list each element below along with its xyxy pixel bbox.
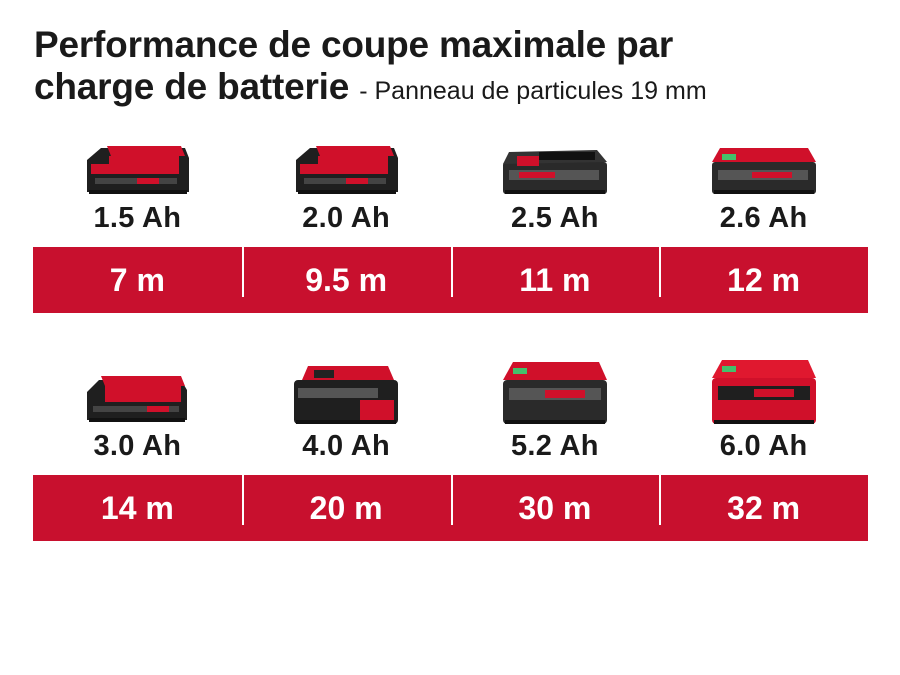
title-line-2: charge de batterie - Panneau de particul… xyxy=(34,66,874,112)
battery-item-5-2ah: 5.2 Ah xyxy=(451,358,660,463)
runtime-value: 20 m xyxy=(241,474,451,527)
battery-row-2: 3.0 Ah 4.0 Ah xyxy=(33,358,868,541)
runtime-value: 7 m xyxy=(109,261,165,298)
runtime-value: 9.5 m xyxy=(241,246,451,299)
battery-compact-icon xyxy=(290,130,402,200)
battery-item-2-0ah: 2.0 Ah xyxy=(242,130,451,235)
runtime-value: 12 m xyxy=(659,246,868,299)
runtime-value: 11 m xyxy=(450,246,660,299)
battery-plus-large-icon xyxy=(499,358,611,428)
page-heading: Performance de coupe maximale par charge… xyxy=(34,24,874,112)
battery-item-2-6ah: 2.6 Ah xyxy=(659,130,868,235)
subtitle: - Panneau de particules 19 mm xyxy=(359,77,707,105)
battery-plus-icon xyxy=(499,130,611,200)
battery-plus-icon xyxy=(708,130,820,200)
runtime-bar-2: 14 m 20 m 30 m 32 m xyxy=(33,474,868,541)
battery-item-6-0ah: 6.0 Ah xyxy=(659,358,868,463)
battery-capacity: 1.5 Ah xyxy=(93,202,182,234)
battery-capacity: 4.0 Ah xyxy=(302,430,390,462)
title-line-1: Performance de coupe maximale par xyxy=(34,24,674,65)
battery-compact-icon xyxy=(81,130,193,200)
battery-capacity: 2.0 Ah xyxy=(302,202,390,234)
battery-item-3-0ah: 3.0 Ah xyxy=(33,358,242,463)
battery-capacity: 2.5 Ah xyxy=(510,202,599,234)
battery-item-2-5ah: 2.5 Ah xyxy=(451,130,660,235)
battery-row-1: 1.5 Ah 2.0 Ah xyxy=(33,130,868,313)
runtime-bar-1: 7 m 9.5 m 11 m 12 m xyxy=(33,246,868,313)
battery-capacity: 2.6 Ah xyxy=(719,202,808,234)
battery-item-4-0ah: 4.0 Ah xyxy=(242,358,451,463)
battery-item-1-5ah: 1.5 Ah xyxy=(33,130,242,235)
runtime-value: 14 m xyxy=(100,489,174,526)
battery-large-icon xyxy=(290,358,402,428)
battery-capacity: 3.0 Ah xyxy=(93,430,182,462)
battery-capacity: 5.2 Ah xyxy=(510,430,599,462)
battery-capacity: 6.0 Ah xyxy=(719,430,808,462)
battery-plus-large-icon xyxy=(708,358,820,428)
runtime-value: 30 m xyxy=(450,474,660,527)
battery-compact-icon xyxy=(81,358,193,428)
runtime-value: 32 m xyxy=(659,474,868,527)
title-line-2-text: charge de batterie xyxy=(34,66,350,107)
